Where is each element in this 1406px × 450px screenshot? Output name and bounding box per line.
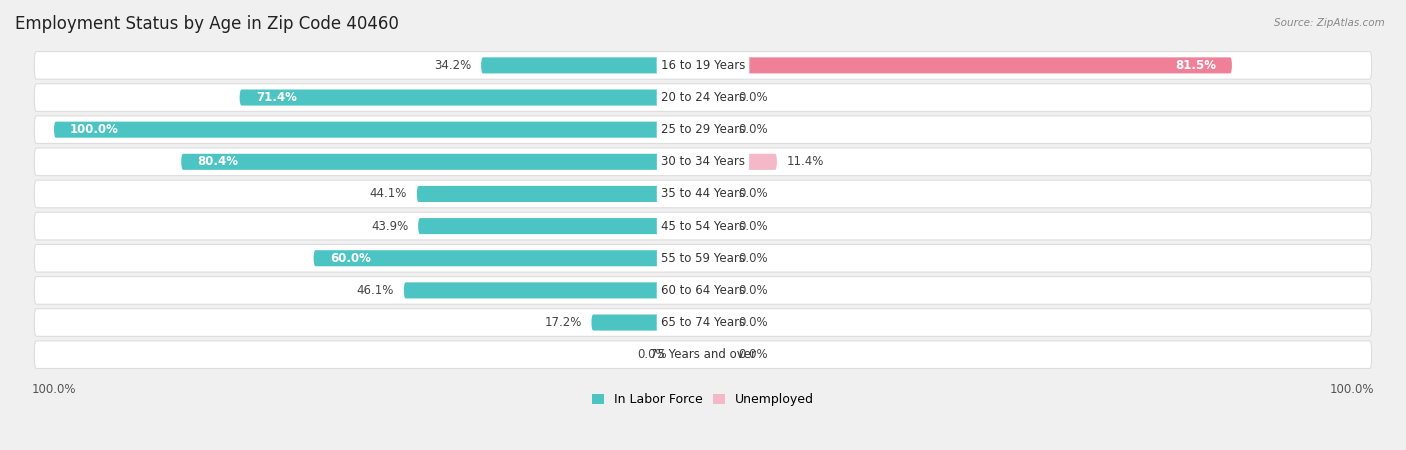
FancyBboxPatch shape: [314, 250, 703, 266]
FancyBboxPatch shape: [34, 277, 1372, 304]
FancyBboxPatch shape: [34, 309, 1372, 336]
Text: Employment Status by Age in Zip Code 40460: Employment Status by Age in Zip Code 404…: [15, 15, 399, 33]
Text: 71.4%: 71.4%: [256, 91, 297, 104]
Text: 16 to 19 Years: 16 to 19 Years: [661, 59, 745, 72]
FancyBboxPatch shape: [703, 218, 728, 234]
Text: 44.1%: 44.1%: [370, 188, 406, 200]
FancyBboxPatch shape: [703, 90, 728, 106]
FancyBboxPatch shape: [34, 212, 1372, 240]
Text: 100.0%: 100.0%: [70, 123, 120, 136]
Text: 20 to 24 Years: 20 to 24 Years: [661, 91, 745, 104]
Text: 0.0%: 0.0%: [738, 316, 768, 329]
FancyBboxPatch shape: [481, 57, 703, 73]
Text: 0.0%: 0.0%: [738, 284, 768, 297]
FancyBboxPatch shape: [703, 282, 728, 298]
Legend: In Labor Force, Unemployed: In Labor Force, Unemployed: [586, 388, 820, 411]
Text: 35 to 44 Years: 35 to 44 Years: [661, 188, 745, 200]
FancyBboxPatch shape: [53, 122, 703, 138]
Text: 0.0%: 0.0%: [738, 123, 768, 136]
Text: 34.2%: 34.2%: [434, 59, 471, 72]
Text: Source: ZipAtlas.com: Source: ZipAtlas.com: [1274, 18, 1385, 28]
FancyBboxPatch shape: [592, 315, 703, 331]
FancyBboxPatch shape: [703, 57, 1232, 73]
Text: 30 to 34 Years: 30 to 34 Years: [661, 155, 745, 168]
Text: 0.0%: 0.0%: [738, 91, 768, 104]
FancyBboxPatch shape: [34, 84, 1372, 111]
FancyBboxPatch shape: [703, 186, 728, 202]
Text: 0.0%: 0.0%: [738, 220, 768, 233]
Text: 80.4%: 80.4%: [197, 155, 239, 168]
Text: 60 to 64 Years: 60 to 64 Years: [661, 284, 745, 297]
Text: 46.1%: 46.1%: [357, 284, 394, 297]
FancyBboxPatch shape: [239, 90, 703, 106]
FancyBboxPatch shape: [34, 180, 1372, 208]
FancyBboxPatch shape: [34, 52, 1372, 79]
Text: 11.4%: 11.4%: [787, 155, 824, 168]
Text: 0.0%: 0.0%: [638, 348, 668, 361]
Text: 45 to 54 Years: 45 to 54 Years: [661, 220, 745, 233]
FancyBboxPatch shape: [703, 154, 778, 170]
Text: 25 to 29 Years: 25 to 29 Years: [661, 123, 745, 136]
Text: 75 Years and over: 75 Years and over: [650, 348, 756, 361]
Text: 0.0%: 0.0%: [738, 252, 768, 265]
Text: 55 to 59 Years: 55 to 59 Years: [661, 252, 745, 265]
FancyBboxPatch shape: [181, 154, 703, 170]
FancyBboxPatch shape: [34, 244, 1372, 272]
FancyBboxPatch shape: [418, 218, 703, 234]
FancyBboxPatch shape: [703, 346, 728, 363]
Text: 0.0%: 0.0%: [738, 188, 768, 200]
Text: 0.0%: 0.0%: [738, 348, 768, 361]
FancyBboxPatch shape: [703, 250, 728, 266]
FancyBboxPatch shape: [703, 122, 728, 138]
FancyBboxPatch shape: [703, 315, 728, 331]
FancyBboxPatch shape: [34, 116, 1372, 144]
FancyBboxPatch shape: [34, 148, 1372, 176]
FancyBboxPatch shape: [34, 341, 1372, 369]
FancyBboxPatch shape: [404, 282, 703, 298]
Text: 60.0%: 60.0%: [330, 252, 371, 265]
Text: 17.2%: 17.2%: [544, 316, 582, 329]
Text: 43.9%: 43.9%: [371, 220, 408, 233]
Text: 65 to 74 Years: 65 to 74 Years: [661, 316, 745, 329]
Text: 81.5%: 81.5%: [1175, 59, 1216, 72]
FancyBboxPatch shape: [416, 186, 703, 202]
